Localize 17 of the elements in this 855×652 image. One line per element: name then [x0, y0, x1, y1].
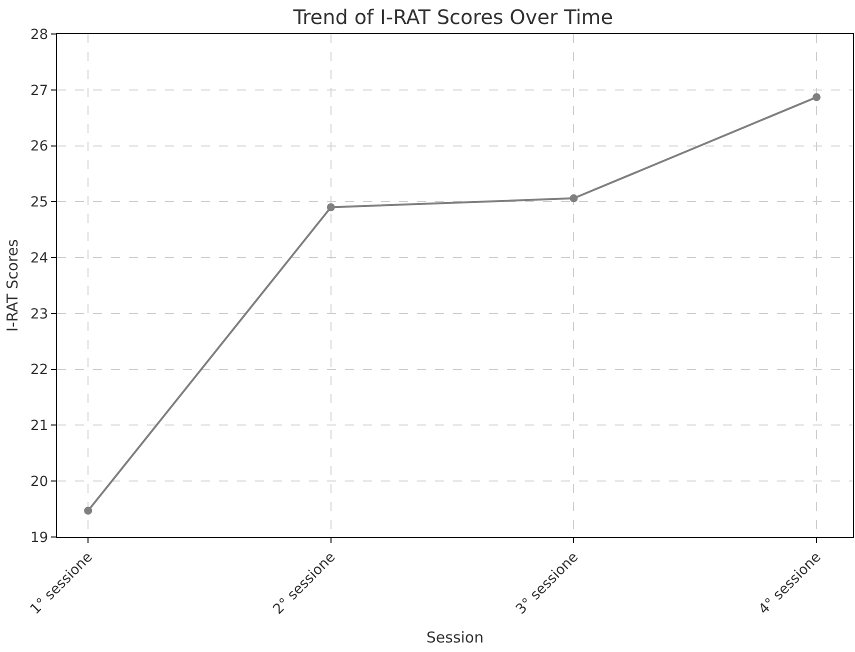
y-tick-label: 27 [30, 82, 48, 99]
y-tick-label: 25 [30, 194, 48, 211]
y-axis-title: I-RAT Scores [4, 239, 22, 332]
y-tick-label: 26 [30, 138, 48, 155]
y-tick-label: 19 [30, 530, 48, 546]
point [326, 203, 335, 212]
y-tick-label: 20 [30, 474, 48, 490]
point [812, 93, 821, 102]
y-tick-label: 24 [30, 250, 48, 266]
y-tick-label: 23 [30, 306, 48, 322]
y-tick-label: 28 [30, 26, 48, 43]
y-tick-label: 22 [30, 362, 48, 378]
x-axis-title: Session [426, 628, 484, 647]
point [570, 194, 578, 202]
chart-title: Trend of I-RAT Scores Over Time [292, 4, 614, 29]
point [84, 506, 92, 515]
y-tick-label: 21 [30, 418, 48, 434]
